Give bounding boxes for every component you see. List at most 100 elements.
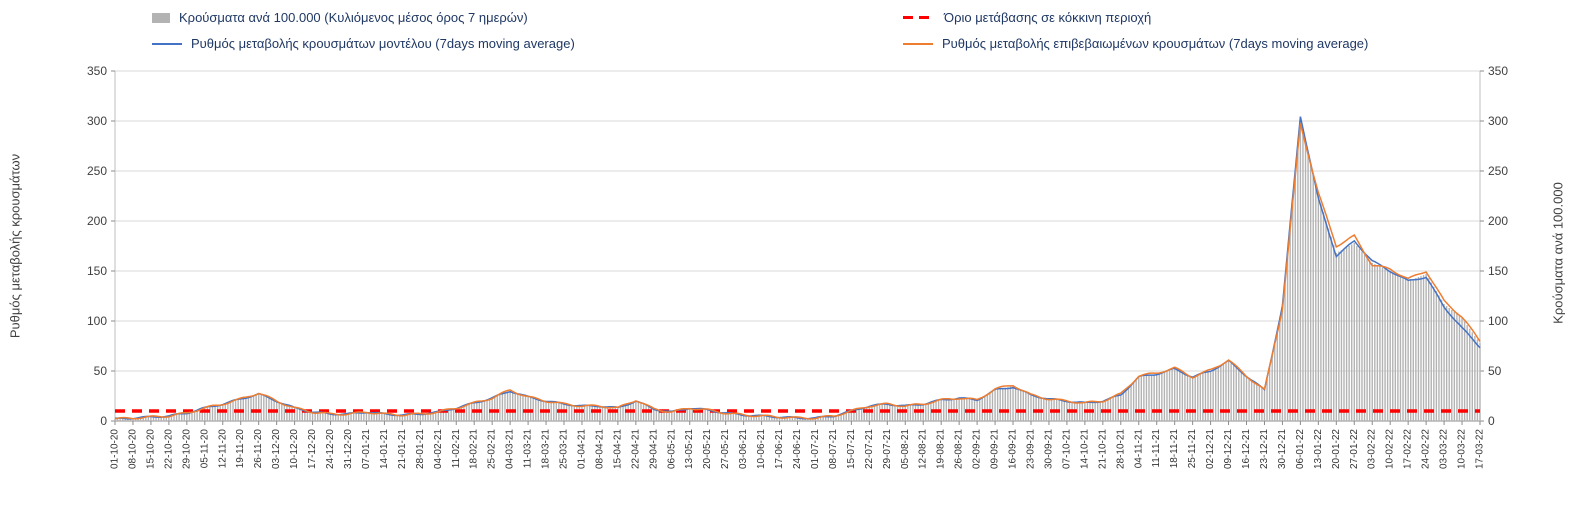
bar — [717, 411, 719, 421]
y-tick-label-right: 250 — [1488, 164, 1508, 178]
bar — [832, 416, 835, 421]
bar — [306, 410, 309, 421]
bar — [483, 400, 486, 421]
bar — [1266, 378, 1268, 421]
bar — [437, 412, 439, 421]
bar — [781, 417, 783, 421]
bar — [1153, 374, 1155, 421]
bar — [1392, 272, 1394, 421]
bar — [837, 414, 840, 421]
bar — [1148, 375, 1150, 421]
bar — [340, 414, 342, 421]
bar — [1114, 396, 1117, 421]
bar — [1307, 153, 1309, 421]
bar — [358, 412, 360, 421]
bar — [327, 413, 329, 421]
bar — [637, 402, 640, 421]
bar — [1035, 396, 1037, 421]
bar — [1425, 274, 1427, 421]
bar — [1166, 371, 1168, 421]
bar — [1184, 373, 1186, 421]
bar — [183, 413, 185, 421]
bar — [1238, 369, 1240, 421]
bar — [1061, 400, 1063, 421]
bar — [1330, 236, 1332, 421]
bar — [750, 415, 753, 421]
bar — [142, 417, 144, 421]
bar — [293, 408, 296, 421]
bar — [178, 414, 180, 421]
bar — [1474, 335, 1476, 421]
model-line-swatch-icon — [152, 42, 182, 45]
bar — [396, 414, 398, 421]
bar — [986, 394, 989, 421]
bar — [165, 416, 168, 421]
y-tick-label-left: 200 — [87, 214, 107, 228]
legend-label-model-rate: Ρυθμός μεταβολής κρουσμάτων μοντέλου (7d… — [191, 36, 575, 51]
bar — [311, 412, 314, 421]
bar — [1222, 363, 1225, 421]
bar — [1420, 276, 1422, 421]
bar — [830, 416, 832, 421]
x-tick-label: 02-12-21 — [1205, 429, 1216, 469]
x-tick-label: 24-06-21 — [792, 429, 803, 469]
x-tick-label: 01-07-21 — [810, 429, 821, 469]
bar — [494, 397, 496, 421]
bar — [417, 414, 419, 421]
x-tick-label: 23-12-21 — [1259, 429, 1270, 469]
bar — [1097, 401, 1099, 421]
bar — [227, 402, 229, 421]
bar — [660, 410, 663, 421]
bar — [368, 412, 370, 421]
bar — [1261, 388, 1263, 421]
bar — [1325, 220, 1327, 421]
bar — [1132, 382, 1135, 421]
bar — [263, 396, 265, 421]
bar — [470, 403, 473, 421]
bar — [1297, 148, 1299, 421]
bar — [768, 416, 770, 421]
x-tick-label: 13-01-22 — [1313, 429, 1324, 469]
bar — [352, 413, 355, 421]
bar — [930, 402, 932, 421]
bar — [1327, 228, 1330, 421]
bar — [1386, 269, 1389, 421]
bar — [1122, 392, 1125, 421]
bar — [1258, 386, 1261, 421]
bar — [1079, 402, 1081, 421]
bar — [771, 416, 773, 421]
bar — [699, 409, 701, 421]
bar — [193, 410, 196, 421]
x-tick-label: 26-11-20 — [253, 429, 264, 469]
bar — [789, 417, 791, 421]
bar — [714, 411, 717, 421]
bar — [1410, 280, 1412, 421]
bar — [1358, 248, 1361, 421]
bar — [742, 415, 745, 421]
bar — [614, 407, 617, 421]
legend-label-threshold: Όριο μετάβασης σε κόκκινη περιοχή — [944, 10, 1152, 25]
bar — [1002, 388, 1004, 421]
bar — [1243, 373, 1245, 421]
confirmed-line-swatch-icon — [903, 42, 933, 45]
x-tick-label: 04-03-21 — [505, 429, 516, 469]
bar — [755, 415, 758, 421]
bar — [1448, 308, 1450, 421]
bar — [465, 405, 468, 421]
x-tick-label: 15-04-21 — [612, 429, 623, 469]
x-tick-label: 06-01-22 — [1295, 429, 1306, 469]
x-tick-label: 04-11-21 — [1133, 429, 1144, 469]
bar — [388, 414, 391, 421]
bar — [1320, 204, 1322, 421]
bar — [314, 412, 316, 421]
bar — [514, 392, 516, 421]
bar — [673, 411, 676, 421]
bar — [337, 414, 339, 421]
bar — [209, 406, 211, 421]
bar — [1125, 389, 1127, 421]
bar — [1466, 325, 1468, 421]
bar — [1422, 275, 1425, 421]
bar — [1240, 371, 1243, 421]
bar — [1081, 402, 1083, 421]
bar — [1286, 256, 1289, 421]
